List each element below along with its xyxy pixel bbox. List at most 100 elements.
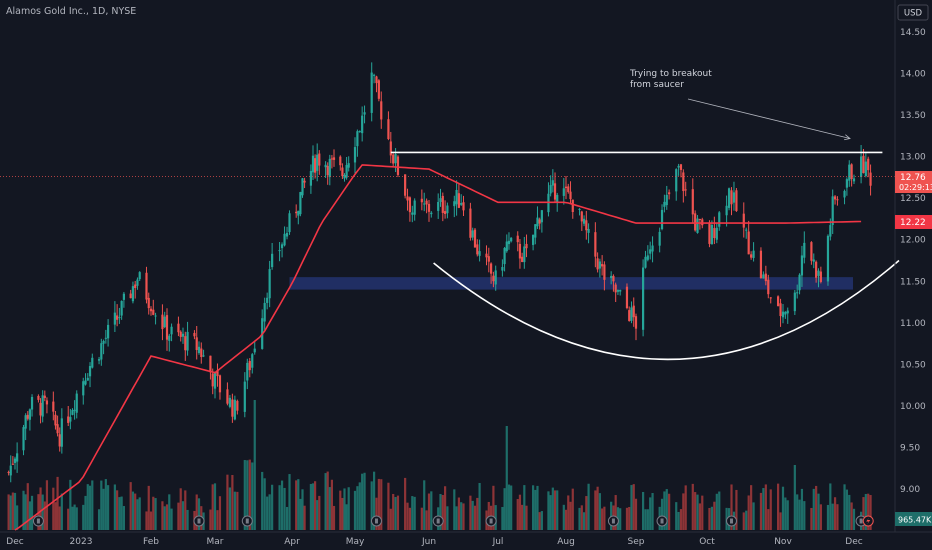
candle-body xyxy=(26,414,29,419)
event-marker-icon[interactable] xyxy=(726,515,738,527)
price-axis[interactable]: 9.00 9.50 10.00 10.50 11.00 11.50 12.00 12.50 13… xyxy=(894,0,926,532)
event-marker-icon[interactable] xyxy=(32,515,44,527)
candle xyxy=(523,236,526,269)
candle-body xyxy=(134,284,137,289)
volume-bar xyxy=(248,459,251,530)
annotation-text-line-1: Trying to breakout xyxy=(629,69,712,79)
volume-bar xyxy=(735,489,738,530)
volume-bar xyxy=(843,484,846,530)
last-price-value: 12.76 xyxy=(900,173,926,183)
volume-bar xyxy=(742,512,745,530)
volume-bar xyxy=(587,483,590,530)
volume-bar xyxy=(798,499,801,530)
volume-bar xyxy=(181,501,185,530)
earnings-flash-icon[interactable] xyxy=(862,515,874,527)
candle xyxy=(476,239,479,257)
time-axis[interactable]: Dec 2023 Feb Mar Apr May Jun Jul Aug Sep Oct Nov Dec xyxy=(0,531,932,547)
candle xyxy=(318,150,321,175)
countdown-timer: 02:29:13 xyxy=(899,183,932,192)
volume-bar xyxy=(845,489,848,530)
volume-bar xyxy=(531,485,535,530)
candle-body xyxy=(582,218,586,224)
event-marker-icon[interactable] xyxy=(241,515,253,527)
candle xyxy=(779,298,782,327)
volume-bar xyxy=(668,493,671,530)
candle xyxy=(314,154,317,179)
volume-bar xyxy=(353,490,357,530)
candle xyxy=(634,313,638,341)
candle xyxy=(266,292,269,310)
candle xyxy=(596,252,599,273)
volume-bar xyxy=(375,497,378,530)
event-marker-icon[interactable] xyxy=(656,515,668,527)
volume-bar xyxy=(413,496,416,530)
candle xyxy=(628,306,631,322)
candle xyxy=(679,163,683,178)
candle xyxy=(580,210,583,231)
volume-bar xyxy=(118,497,121,530)
candle-body xyxy=(727,188,731,208)
candle-body xyxy=(195,337,198,351)
volume-bar xyxy=(13,492,17,530)
volume-bar xyxy=(177,502,180,530)
candle-body xyxy=(675,169,678,192)
candle xyxy=(642,259,645,337)
volume-bar xyxy=(836,504,839,530)
candle xyxy=(149,306,153,316)
candle xyxy=(610,271,613,285)
volume-bar xyxy=(16,505,19,530)
candle xyxy=(503,246,506,272)
volume-bar xyxy=(644,509,647,530)
volume-bar xyxy=(316,500,319,530)
candle xyxy=(632,297,635,327)
candle xyxy=(698,218,701,230)
volume-bar xyxy=(747,495,750,530)
event-marker-icon[interactable] xyxy=(485,515,497,527)
event-marker-icon[interactable] xyxy=(193,515,205,527)
candle xyxy=(226,382,229,406)
volume-bar xyxy=(216,510,219,530)
volume-bar xyxy=(831,503,834,530)
candle xyxy=(179,330,182,342)
candle-body xyxy=(11,463,14,465)
candle xyxy=(136,277,139,290)
annotation[interactable]: Trying to breakout from saucer xyxy=(624,66,851,141)
candle-body xyxy=(380,101,383,120)
candle xyxy=(22,424,25,456)
candle-body xyxy=(106,324,110,339)
event-marker-icon[interactable] xyxy=(370,515,382,527)
candle-body xyxy=(246,362,249,381)
event-marker-icon[interactable] xyxy=(432,515,444,527)
volume-bar xyxy=(58,506,61,530)
currency-button[interactable]: USD xyxy=(897,4,929,21)
candle-body xyxy=(843,190,846,198)
candle xyxy=(423,192,426,212)
candle-body xyxy=(850,164,853,180)
volume-bar xyxy=(423,480,426,530)
volume-bar xyxy=(750,485,753,530)
candle xyxy=(549,175,552,197)
candle-body xyxy=(625,286,629,309)
candle-body xyxy=(358,131,361,133)
volume-bar xyxy=(75,507,78,530)
candle xyxy=(408,196,412,222)
candle-body xyxy=(339,156,342,166)
volume-bar xyxy=(625,507,629,530)
candle xyxy=(587,223,590,244)
volume-bar xyxy=(663,491,666,530)
volume-bar xyxy=(392,493,395,530)
candle xyxy=(540,209,543,233)
candle-body xyxy=(492,275,495,282)
candle-body xyxy=(149,308,153,312)
event-markers[interactable] xyxy=(32,515,874,527)
candle-body xyxy=(718,212,721,227)
candle-body xyxy=(735,190,738,212)
candle xyxy=(784,311,787,319)
candle-body xyxy=(793,292,796,312)
volume-bar xyxy=(632,484,635,530)
volume-bar xyxy=(253,400,256,530)
volume-bar xyxy=(501,506,504,530)
event-marker-icon[interactable] xyxy=(607,515,619,527)
